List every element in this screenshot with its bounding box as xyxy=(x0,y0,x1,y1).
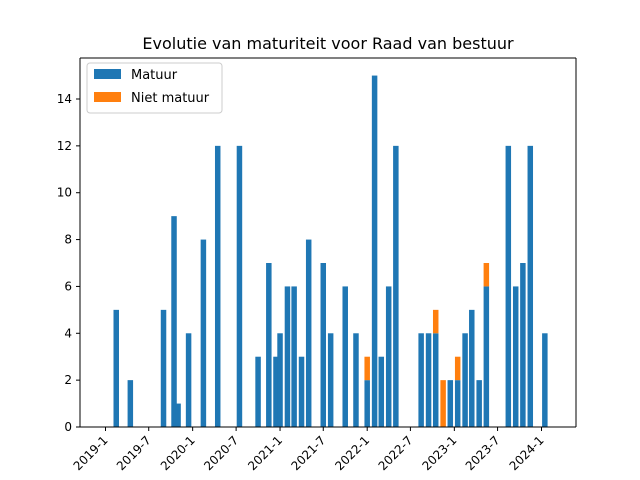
legend-swatch-matuur xyxy=(94,69,121,79)
bar-matuur xyxy=(364,380,370,427)
bar-matuur xyxy=(520,263,526,427)
y-tick-label: 6 xyxy=(64,279,72,293)
bar-niet-matuur xyxy=(454,356,461,381)
y-tick-label: 8 xyxy=(64,233,72,247)
bar-matuur xyxy=(353,333,359,427)
x-tick-label: 2019-1 xyxy=(71,433,111,473)
bar-matuur xyxy=(291,286,297,427)
bar-matuur xyxy=(371,75,378,428)
bar-matuur xyxy=(512,286,519,427)
bar-matuur xyxy=(171,216,177,427)
y-tick-label: 0 xyxy=(64,420,72,434)
x-tick-label: 2022-7 xyxy=(376,433,416,473)
bar-matuur xyxy=(447,380,454,427)
bar-group xyxy=(113,75,548,428)
y-tick-label: 4 xyxy=(64,326,72,340)
x-tick-label: 2020-1 xyxy=(158,433,198,473)
bar-matuur xyxy=(542,333,548,427)
bar-niet-matuur xyxy=(483,263,490,287)
x-tick-label: 2020-7 xyxy=(201,433,241,473)
bar-matuur xyxy=(305,239,312,427)
y-tick-label: 10 xyxy=(57,186,72,200)
bar-matuur xyxy=(185,333,192,427)
bar-matuur xyxy=(160,309,167,427)
bar-matuur xyxy=(327,333,334,427)
x-tick-label: 2023-1 xyxy=(420,433,460,473)
bar-matuur xyxy=(320,263,327,427)
bar-matuur xyxy=(462,333,468,427)
x-tick-label: 2021-1 xyxy=(245,433,285,473)
bar-niet-matuur xyxy=(364,356,370,381)
chart-title: Evolutie van maturiteit voor Raad van be… xyxy=(142,34,514,53)
bar-matuur xyxy=(378,356,385,427)
bar-matuur xyxy=(527,145,534,427)
bar-matuur xyxy=(214,145,221,427)
bar-matuur xyxy=(454,380,461,427)
bar-matuur xyxy=(236,145,243,427)
bar-matuur xyxy=(469,309,475,427)
bar-matuur xyxy=(266,263,272,427)
bar-matuur xyxy=(113,309,119,427)
x-tick-label: 2023-7 xyxy=(463,433,503,473)
bar-matuur xyxy=(255,356,261,427)
bar-niet-matuur xyxy=(440,380,446,427)
bar-matuur xyxy=(175,403,181,427)
bar-matuur xyxy=(393,145,399,427)
bar-matuur xyxy=(127,380,134,427)
y-tick-label: 14 xyxy=(57,92,72,106)
bar-matuur xyxy=(385,286,392,427)
legend-swatch-niet-matuur xyxy=(94,92,121,102)
bar-matuur xyxy=(425,333,432,427)
bar-matuur xyxy=(418,333,424,427)
bar-matuur xyxy=(200,239,207,427)
bar-matuur xyxy=(284,286,291,427)
bar-matuur xyxy=(476,380,482,427)
x-tick-label: 2022-1 xyxy=(332,433,372,473)
bar-matuur xyxy=(342,286,348,427)
x-tick-label: 2021-7 xyxy=(288,433,328,473)
legend-label-matuur: Matuur xyxy=(131,68,178,83)
bar-matuur xyxy=(273,356,279,427)
y-tick-label: 12 xyxy=(57,139,72,153)
bar-matuur xyxy=(298,356,305,427)
legend-label-niet-matuur: Niet matuur xyxy=(131,91,210,106)
x-tick-label: 2024-1 xyxy=(507,433,547,473)
x-tick-label: 2019-7 xyxy=(114,433,154,473)
bar-matuur xyxy=(432,333,439,427)
y-tick-label: 2 xyxy=(64,373,72,387)
bar-matuur xyxy=(483,286,490,427)
bar-matuur xyxy=(277,333,283,427)
bar-matuur xyxy=(505,145,512,427)
bar-niet-matuur xyxy=(432,309,439,334)
legend: Matuur Niet matuur xyxy=(86,62,223,114)
